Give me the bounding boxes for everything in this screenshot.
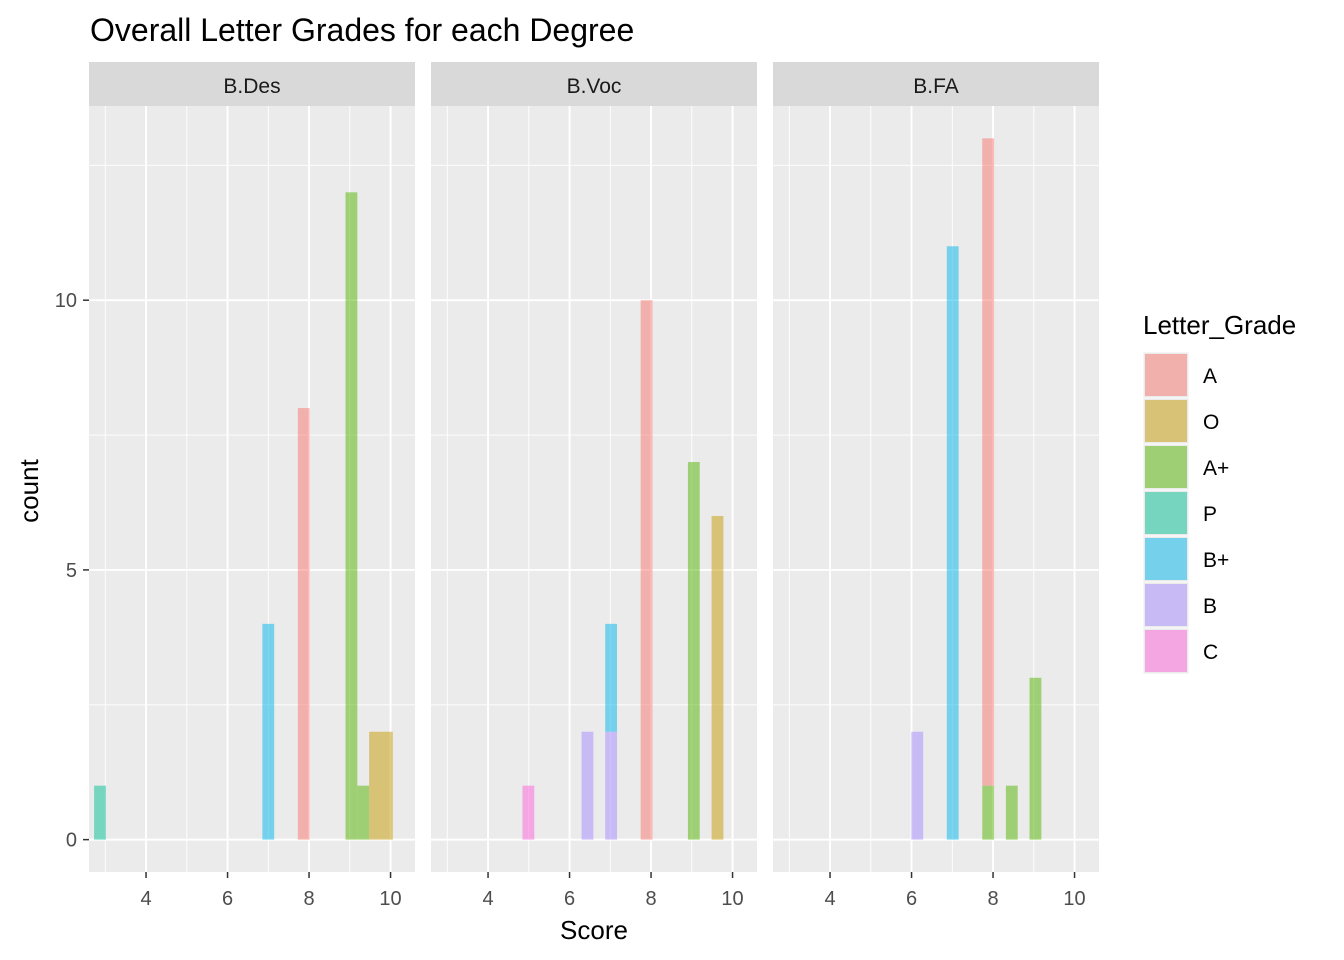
facet-strip-label: B.Voc [567, 75, 622, 98]
x-tick-label: 10 [721, 888, 743, 910]
x-tick-label: 8 [987, 888, 998, 910]
facet-panels: B.Des 4 6 8 10 B.Voc 4 6 8 10 B.FA 4 6 8 10 [89, 62, 1099, 910]
panel-background [773, 106, 1099, 872]
legend-label: B [1203, 595, 1217, 618]
chart-title: Overall Letter Grades for each Degree [90, 12, 634, 48]
panel-background [431, 106, 757, 872]
bar-a [297, 408, 310, 840]
legend-item-a-plus: A+ [1142, 443, 1229, 491]
legend-label: O [1203, 411, 1219, 434]
legend-label: A+ [1203, 457, 1229, 480]
facet-strip [773, 62, 1099, 106]
bar-c [522, 785, 535, 840]
x-tick-label: 10 [1063, 888, 1085, 910]
bar-a-plus [687, 462, 700, 840]
legend-title: Letter_Grade [1143, 310, 1296, 340]
x-tick-label: 4 [824, 888, 835, 910]
x-tick-label: 4 [482, 888, 493, 910]
legend-key-swatch [1145, 630, 1187, 672]
legend-key-swatch [1145, 400, 1187, 442]
legend-item-p: P [1142, 489, 1217, 537]
facet-strip-label: B.Des [223, 75, 280, 98]
y-axis: 0 5 10 [55, 290, 89, 852]
bar-a [982, 138, 995, 786]
panel-background [89, 106, 415, 872]
facet-strip-label: B.FA [913, 75, 959, 98]
legend-key-swatch [1145, 446, 1187, 488]
legend-label: C [1203, 641, 1218, 664]
bar-a-plus [357, 785, 370, 840]
x-tick-label: 6 [564, 888, 575, 910]
bar-b [911, 731, 924, 840]
bar-b-plus [946, 246, 959, 840]
legend-key-swatch [1145, 354, 1187, 396]
legend-item-o: O [1142, 397, 1219, 445]
legend-key-swatch [1145, 584, 1187, 626]
facet-panel-b-des: B.Des 4 6 8 10 [89, 62, 415, 910]
y-tick-label: 10 [55, 290, 77, 312]
legend-item-b: B [1142, 581, 1217, 629]
bar-b-plus [605, 623, 618, 732]
y-tick-label: 0 [66, 830, 77, 852]
bar-o [380, 731, 393, 840]
facet-strip [431, 62, 757, 106]
facet-panel-b-fa: B.FA 4 6 8 10 [773, 62, 1099, 910]
bar-a-plus [1005, 785, 1018, 840]
legend-item-c: C [1142, 627, 1218, 675]
x-tick-label: 6 [222, 888, 233, 910]
bar-a-plus [1029, 677, 1042, 840]
legend-label: B+ [1203, 549, 1229, 572]
facet-strip [89, 62, 415, 106]
x-tick-label: 6 [906, 888, 917, 910]
bar-o [369, 731, 381, 840]
legend-key-swatch [1145, 538, 1187, 580]
x-tick-label: 8 [645, 888, 656, 910]
x-tick-label: 10 [379, 888, 401, 910]
y-tick-label: 5 [66, 560, 77, 582]
bar-b [605, 731, 618, 840]
x-axis-title: Score [560, 915, 628, 945]
x-tick-label: 4 [140, 888, 151, 910]
bar-a-plus [345, 192, 358, 840]
bar-b-plus [262, 623, 275, 840]
legend-item-a: A [1142, 351, 1217, 399]
legend-label: P [1203, 503, 1217, 526]
y-axis-title: count [14, 458, 44, 522]
x-tick-label: 8 [303, 888, 314, 910]
legend: Letter_Grade AO A+ P B+ BC [1142, 310, 1296, 675]
facet-panel-b-voc: B.Voc 4 6 8 10 [431, 62, 757, 910]
legend-key-swatch [1145, 492, 1187, 534]
bar-p [94, 785, 106, 840]
legend-keys: AO A+ P B+ BC [1142, 351, 1229, 675]
bar-a [640, 300, 653, 840]
legend-label: A [1203, 365, 1217, 388]
legend-item-b-plus: B+ [1142, 535, 1229, 583]
bar-a-plus [982, 785, 995, 840]
bar-b [581, 731, 594, 840]
bar-o [711, 515, 724, 840]
